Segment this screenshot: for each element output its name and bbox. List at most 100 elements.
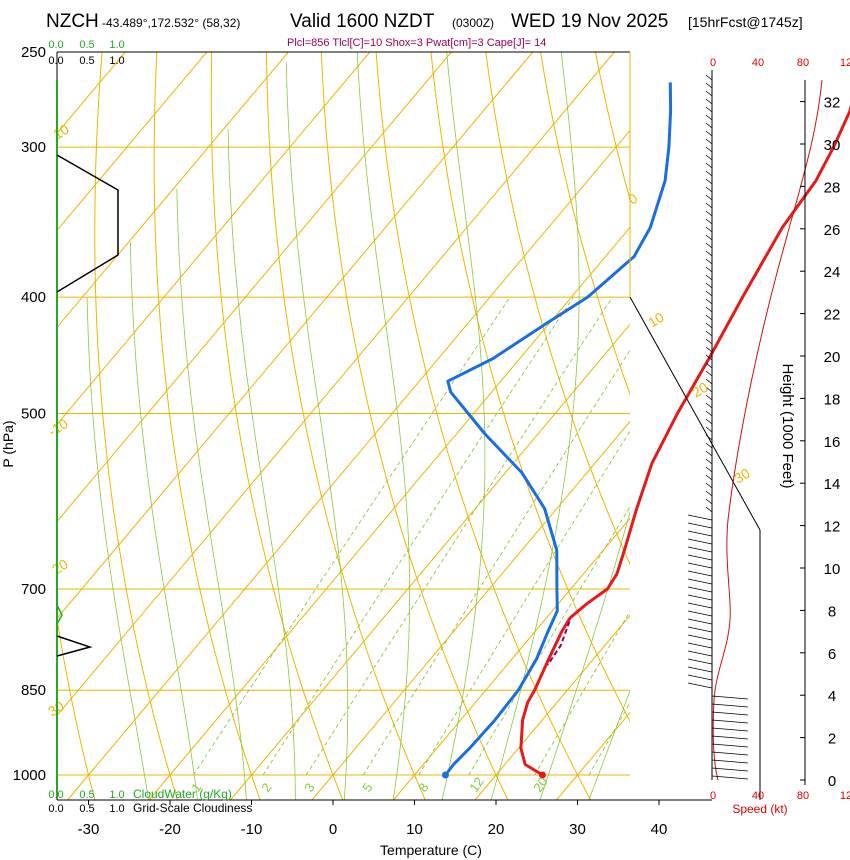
isotherm (638, 775, 659, 800)
x-axis-label: Temperature (C) (380, 842, 482, 858)
speed-tick-top: 12 (840, 57, 850, 69)
isotherm (57, 52, 208, 232)
mixing-ratio-line (362, 349, 630, 776)
wind-barb (705, 482, 713, 489)
wind-barb (705, 82, 713, 89)
isotherm (414, 517, 630, 776)
isotherm (556, 774, 578, 800)
wind-barb (705, 346, 713, 353)
pressure-tick-label: 500 (21, 406, 46, 423)
wind-barb (687, 682, 713, 689)
isotherm (57, 52, 452, 523)
cloudwater-tick-top: 0.5 (79, 39, 94, 51)
wind-barb (705, 330, 713, 337)
speed-tick-bottom: 12 (840, 790, 850, 802)
wind-barb (705, 314, 713, 321)
wind-barb (705, 378, 713, 385)
height-tick-label: 8 (828, 603, 836, 620)
wind-barb (705, 154, 713, 161)
valid-time: Valid 1600 NZDT (290, 11, 435, 32)
wind-barb (705, 98, 713, 105)
stability-indices: Plcl=856 Tlcl[C]=10 Shox=3 Pwat[cm]=3 Ca… (287, 37, 547, 49)
height-tick-label: 4 (828, 688, 836, 705)
mixing-ratio-line (468, 505, 630, 776)
isotherm-label: 20 (689, 379, 711, 401)
wind-barb (687, 642, 713, 649)
speed-tick-bottom: 40 (752, 790, 764, 802)
isotherm (230, 774, 252, 800)
isotherm (57, 52, 615, 717)
height-tick-label: 14 (824, 476, 841, 493)
wind-barb (705, 106, 713, 113)
wind-barb (705, 394, 713, 401)
isotherm-label: -10 (45, 415, 71, 439)
cloudiness-tick-top: 0.5 (79, 55, 94, 67)
wind-barb (705, 290, 713, 297)
mixing-ratio-label: 2 (258, 780, 274, 795)
isotherm (88, 129, 630, 776)
wind-barb (705, 170, 713, 177)
x-tick-label: 30 (569, 821, 586, 838)
axes: 10-1020300102030123581220-30-20-10010203… (0, 39, 850, 858)
profile-dew-point (444, 82, 673, 776)
dry-adiabat (375, 52, 592, 800)
height-tick-label: 12 (824, 519, 841, 536)
wind-barb (705, 498, 713, 505)
wind-barb (711, 743, 749, 748)
wind-barb (705, 178, 713, 185)
speed-tick-top: 0 (710, 57, 716, 69)
height-tick-label: 30 (824, 137, 841, 154)
pressure-tick-label: 400 (21, 289, 46, 306)
dry-adiabat (265, 52, 426, 800)
isotherm-label: 0 (625, 190, 640, 208)
wind-barb (705, 306, 713, 313)
cloudwater-tick-top: 1.0 (109, 39, 124, 51)
isotherm-label: 10 (645, 309, 667, 331)
wind-barb (711, 719, 749, 724)
wind-barb (687, 666, 713, 673)
wind-barb (711, 735, 749, 740)
wind-barb (705, 138, 713, 145)
height-tick-label: 26 (824, 222, 841, 239)
height-tick-label: 32 (824, 95, 841, 112)
pressure-tick-label: 1000 (13, 767, 46, 784)
wind-barb (705, 114, 713, 121)
wind-barb (705, 410, 713, 417)
wind-barb (687, 514, 713, 521)
cloudwater-tick-bottom: 0.5 (79, 789, 94, 801)
wind-barb (705, 146, 713, 153)
dry-adiabat (540, 52, 630, 396)
wind-barb (705, 450, 713, 457)
wind-barb (687, 618, 713, 625)
wind-panel-edge (629, 296, 761, 531)
cloudwater-axis-label: CloudWater (g/Kg) (133, 787, 232, 801)
wind-barb (687, 586, 713, 593)
moist-adiabat (441, 52, 486, 800)
mixing-ratio-label: 8 (415, 780, 431, 795)
x-tick-label: 0 (329, 821, 337, 838)
moist-adiabat (176, 188, 247, 800)
dry-adiabat (320, 52, 509, 800)
height-tick-label: 0 (828, 773, 836, 790)
wind-barb (687, 522, 713, 529)
wind-barb (705, 74, 713, 81)
moist-adiabat (227, 129, 296, 800)
isotherm (251, 323, 630, 776)
y-axis-label: P (hPa) (0, 420, 16, 467)
wind-barb (705, 202, 713, 209)
isotherm (57, 52, 371, 426)
wind-barb (711, 695, 749, 700)
wind-barb (705, 186, 713, 193)
wind-barb (705, 122, 713, 129)
wind-barb (705, 370, 713, 377)
pressure-tick-label: 300 (21, 139, 46, 156)
wind-barb (711, 759, 749, 764)
height-tick-label: 28 (824, 179, 841, 196)
cloudwater-trace (56, 604, 63, 625)
speed-tick-top: 80 (797, 57, 809, 69)
dry-adiabat (153, 52, 261, 800)
wind-barb (711, 711, 749, 716)
wind-barb (705, 506, 713, 513)
wind-barb (705, 386, 713, 393)
